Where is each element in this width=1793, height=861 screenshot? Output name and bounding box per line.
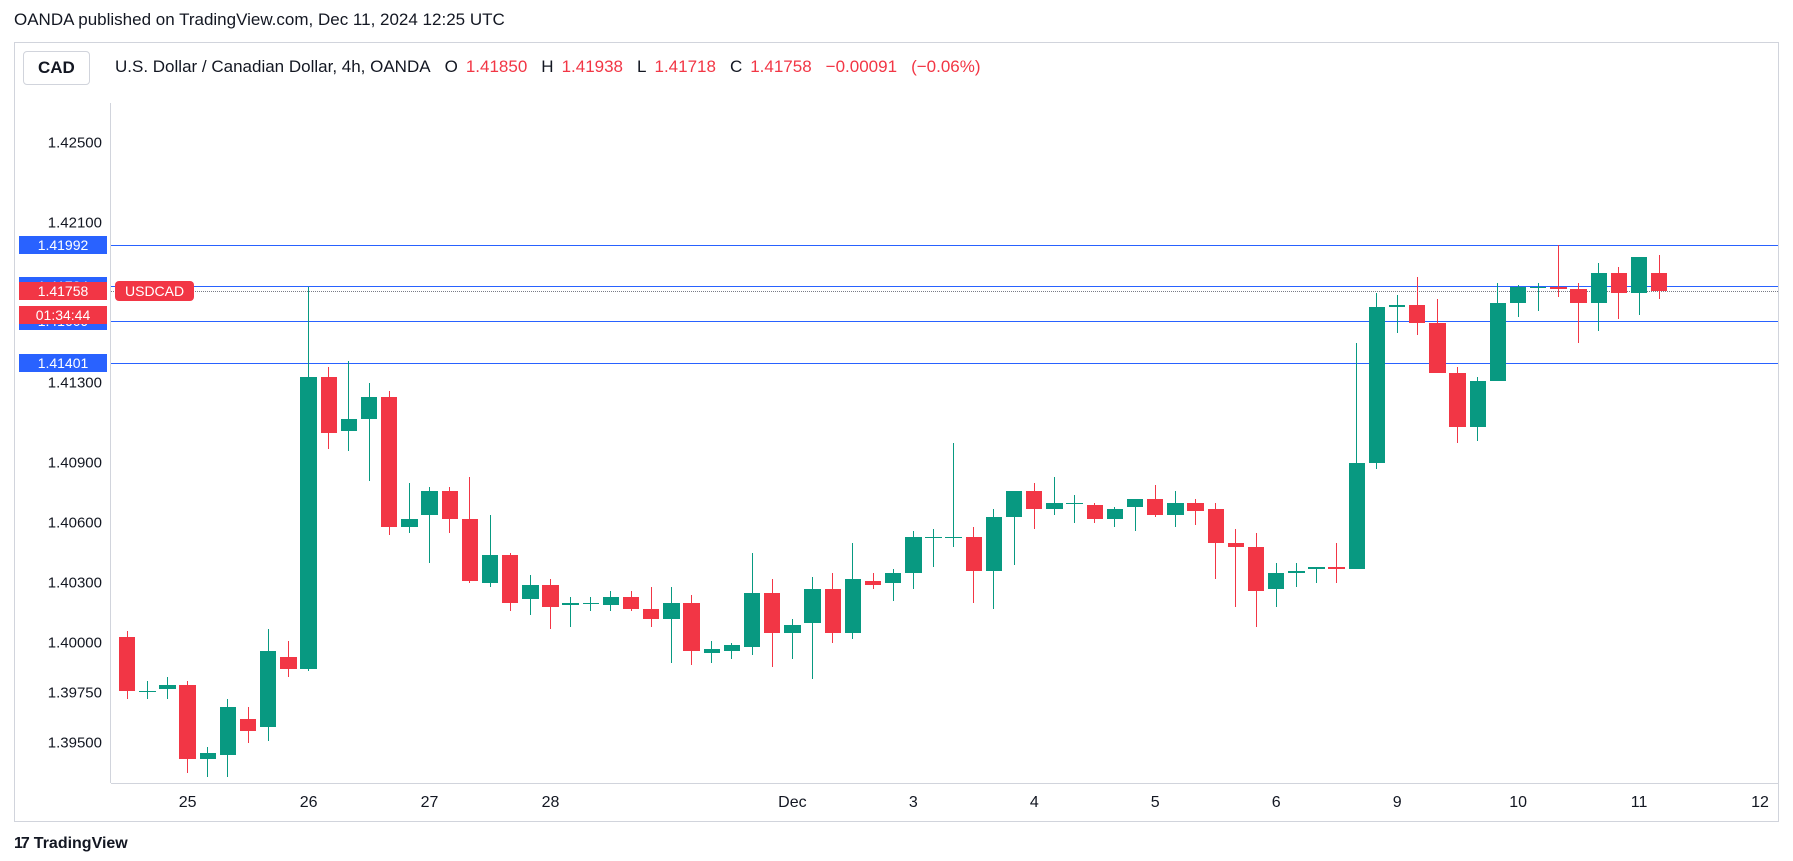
x-tick-label: 6 (1272, 794, 1281, 812)
chart-panel[interactable]: CAD U.S. Dollar / Canadian Dollar, 4h, O… (14, 42, 1779, 822)
x-tick-label: 5 (1151, 794, 1160, 812)
currency-badge[interactable]: CAD (23, 51, 90, 85)
x-axis[interactable]: 25 26 27 28 Dec 3 4 5 6 9 10 11 12 (111, 783, 1778, 823)
close-value: 1.41758 (750, 57, 811, 77)
low-value: 1.41718 (654, 57, 715, 77)
y-tick-label: 1.40900 (48, 455, 102, 472)
y-tick-label: 1.39500 (48, 735, 102, 752)
x-tick-label: 12 (1751, 794, 1769, 812)
price-line (111, 363, 1778, 364)
countdown-badge: 01:34:44 (19, 306, 107, 324)
price-line (111, 291, 1778, 292)
chart-legend: U.S. Dollar / Canadian Dollar, 4h, OANDA… (115, 57, 981, 77)
y-tick-label: 1.41300 (48, 375, 102, 392)
open-value: 1.41850 (466, 57, 527, 77)
x-tick-label: 11 (1631, 794, 1648, 812)
high-label: H (541, 57, 553, 77)
y-tick-label: 1.40600 (48, 515, 102, 532)
y-axis[interactable]: 1.42500 1.42100 1.41300 1.40900 1.40600 1.403… (15, 103, 111, 783)
price-line (111, 286, 1778, 287)
close-label: C (730, 57, 742, 77)
high-value: 1.41938 (562, 57, 623, 77)
y-tick-label: 1.42500 (48, 135, 102, 152)
tradingview-logo: 17 TradingView (14, 835, 128, 853)
change-value: −0.00091 (826, 57, 897, 77)
y-tick-label: 1.40000 (48, 635, 102, 652)
y-tick-label: 1.42100 (48, 215, 102, 232)
x-tick-label: 10 (1509, 794, 1527, 812)
plot-area[interactable]: USDCAD (111, 103, 1778, 783)
x-tick-label: 25 (179, 794, 197, 812)
change-pct: (−0.06%) (911, 57, 980, 77)
x-tick-label: 28 (542, 794, 560, 812)
x-tick-label: 4 (1030, 794, 1039, 812)
y-tick-label: 1.39750 (48, 685, 102, 702)
tv-logo-icon: 17 (14, 835, 28, 853)
price-badge: 1.41401 (19, 354, 107, 372)
publisher-text: OANDA published on TradingView.com, Dec … (14, 10, 505, 30)
price-badge: 1.41758 (19, 282, 107, 300)
symbol-title: U.S. Dollar / Canadian Dollar, 4h, OANDA (115, 57, 431, 77)
price-badge: 1.41992 (19, 236, 107, 254)
low-label: L (637, 57, 646, 77)
y-tick-label: 1.40300 (48, 575, 102, 592)
x-tick-label: 27 (421, 794, 439, 812)
x-tick-label: 9 (1393, 794, 1402, 812)
price-line (111, 245, 1778, 246)
tv-logo-text: TradingView (34, 835, 128, 853)
x-tick-label: 26 (300, 794, 318, 812)
open-label: O (445, 57, 458, 77)
price-line (111, 321, 1778, 322)
symbol-badge[interactable]: USDCAD (115, 281, 194, 301)
x-tick-label: 3 (909, 794, 918, 812)
x-tick-label: Dec (778, 794, 806, 812)
